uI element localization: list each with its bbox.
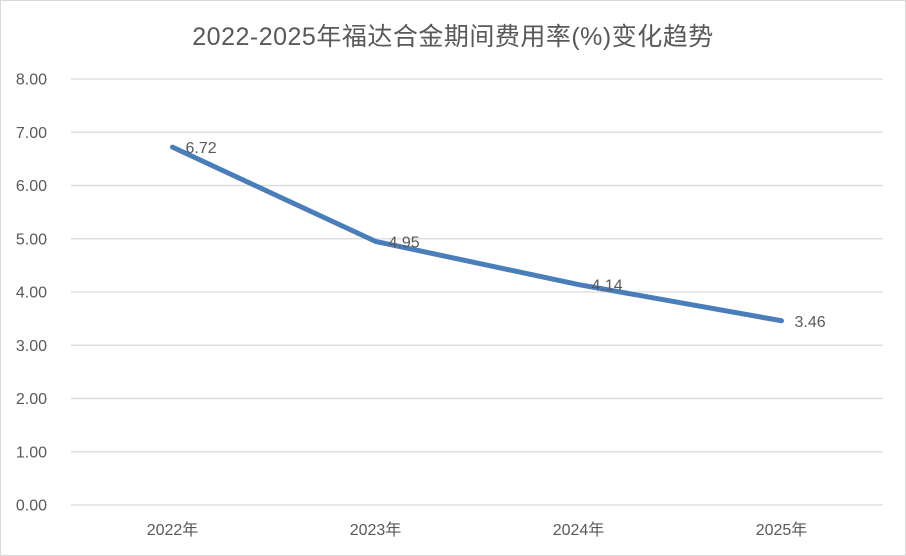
x-axis-tick-label: 2024年 — [553, 521, 605, 539]
x-axis-tick-label: 2022年 — [147, 521, 199, 539]
y-axis-tick-label: 8.00 — [16, 72, 47, 89]
y-axis-tick-label: 2.00 — [16, 391, 47, 408]
y-axis-tick-label: 4.00 — [16, 285, 47, 302]
data-point-label: 4.14 — [592, 278, 623, 295]
chart-title: 2022-2025年福达合金期间费用率(%)变化趋势 — [192, 23, 714, 51]
data-point-label: 6.72 — [186, 140, 217, 157]
y-axis-tick-label: 3.00 — [16, 338, 47, 355]
y-axis-tick-label: 1.00 — [16, 444, 47, 461]
data-point-label: 3.46 — [795, 314, 826, 331]
data-point-label: 4.95 — [389, 234, 420, 251]
y-axis-tick-label: 5.00 — [16, 231, 47, 248]
y-axis-tick-label: 6.00 — [16, 178, 47, 195]
y-axis-tick-label: 7.00 — [16, 125, 47, 142]
x-axis-tick-label: 2023年 — [350, 521, 402, 539]
data-line — [170, 144, 784, 324]
x-axis-tick-label: 2025年 — [756, 521, 808, 539]
y-axis-tick-label: 0.00 — [16, 498, 47, 515]
